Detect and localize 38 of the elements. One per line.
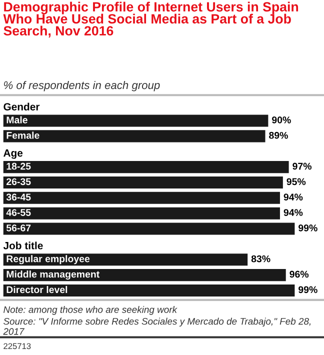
data-label: 83%	[251, 255, 270, 262]
text: 225713	[4, 343, 31, 350]
bar	[3, 130, 266, 142]
y-tick-label: Middle management	[6, 270, 100, 280]
bar	[3, 161, 289, 174]
data-label: 96%	[290, 270, 309, 278]
source-note: Source: "V Informe sobre Redes Sociales y Mercado de Trabajo," Feb 28, 2017	[3, 318, 311, 335]
y-tick-label: Job title	[3, 242, 43, 250]
y-tick-label: Director level	[6, 286, 68, 294]
bar	[3, 192, 280, 204]
y-tick-label: Gender	[4, 102, 40, 110]
y-tick-label: 56-67	[6, 224, 31, 232]
data-label: 97%	[292, 162, 312, 170]
data-label: 99%	[298, 224, 318, 232]
bar	[3, 114, 268, 127]
bar	[3, 269, 286, 282]
y-tick-label: Age	[4, 149, 23, 159]
y-tick-label: 18-25	[6, 162, 31, 170]
bar	[3, 284, 295, 297]
data-label: 95%	[286, 178, 306, 186]
chart-title: Demographic Profile of Internet Users in Spain Who Have Used Social Media as Part of a Job Search, Nov 2016	[3, 2, 298, 38]
y-tick-label: 46-55	[6, 209, 31, 216]
y-tick-label: Male	[6, 116, 28, 124]
bar	[3, 254, 248, 266]
data-label: 94%	[284, 209, 303, 216]
y-tick-label: 26-35	[6, 178, 31, 186]
data-label: 89%	[269, 132, 288, 139]
bar	[3, 222, 295, 235]
y-tick-label: 36-45	[6, 194, 31, 201]
data-label: 99%	[298, 286, 318, 294]
data-label: 90%	[272, 116, 291, 124]
chart-subtitle: % of respondents in each group	[4, 80, 160, 92]
text: Note: among those who are seeking work	[4, 306, 178, 315]
data-label: 94%	[284, 194, 303, 201]
bar	[3, 207, 280, 220]
bar	[3, 176, 283, 188]
y-tick-label: Female	[6, 132, 40, 139]
y-tick-label: Regular employee	[6, 255, 90, 264]
